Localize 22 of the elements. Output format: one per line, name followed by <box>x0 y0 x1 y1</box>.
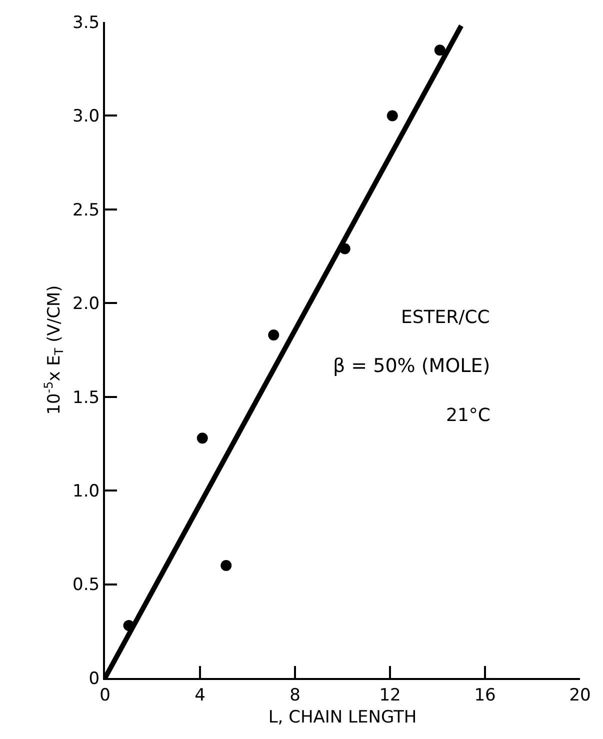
y-tick-label: 2.5 <box>72 200 100 220</box>
x-tick-label: 8 <box>290 685 300 706</box>
x-tick-label: 12 <box>379 685 401 706</box>
x-tick-label: 16 <box>474 685 496 706</box>
point <box>220 560 232 572</box>
annotation: ESTER/CC <box>401 307 490 328</box>
x-axis-title: L, CHAIN LENGTH <box>268 707 417 728</box>
y-tick-label: 3.5 <box>72 12 100 33</box>
y-tick-label: 1.0 <box>72 482 100 502</box>
point <box>196 432 208 444</box>
point <box>268 330 280 341</box>
y-tick-label: 0 <box>88 668 100 689</box>
y-tick-label: 1.5 <box>72 388 100 408</box>
point <box>386 110 398 122</box>
x-tick-label: 20 <box>569 685 591 706</box>
x-tick-label: 4 <box>194 685 206 706</box>
annotation: β = 50% (MOLE) <box>333 355 490 377</box>
y-tick-label: 0.5 <box>72 575 100 596</box>
point <box>434 44 446 56</box>
y-tick-label: 2.0 <box>72 294 100 314</box>
annotation: 21°C <box>446 405 490 426</box>
y-tick-label: 3.0 <box>72 106 100 127</box>
